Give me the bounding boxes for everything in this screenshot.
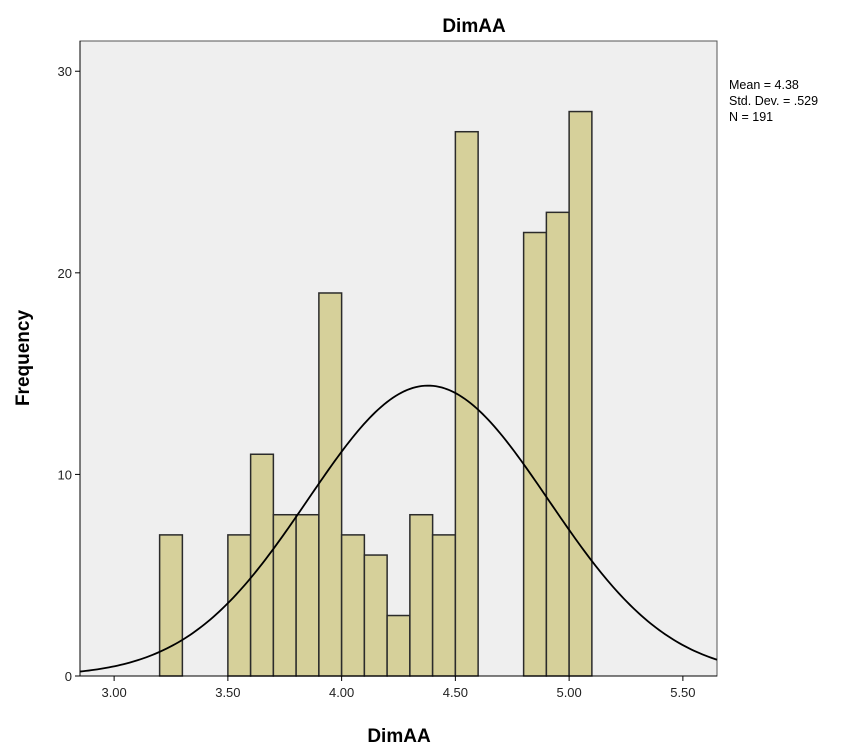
x-tick-label: 5.00 (556, 685, 581, 700)
x-tick-label: 4.00 (329, 685, 354, 700)
x-tick-label: 5.50 (670, 685, 695, 700)
y-tick-label: 30 (58, 64, 72, 79)
histogram-bar (340, 534, 366, 677)
histogram-bar (386, 614, 411, 677)
x-tick-label: 3.00 (101, 685, 126, 700)
histogram-bar (522, 231, 548, 677)
histogram-bar (318, 292, 343, 677)
chart-title: DimAA (442, 16, 506, 37)
histogram-bar (409, 513, 434, 677)
histogram-bar (545, 211, 570, 677)
stat-n: N = 191 (729, 110, 773, 124)
histogram-bar (272, 513, 297, 677)
histogram-bar (568, 110, 593, 677)
histogram-bar (158, 534, 184, 677)
y-axis-label: Frequency (13, 310, 34, 407)
histogram-bar (454, 130, 479, 677)
y-tick-label: 10 (58, 467, 72, 482)
x-axis-label: DimAA (367, 726, 431, 747)
y-tick-label: 20 (58, 266, 72, 281)
histogram-bar (295, 513, 320, 677)
stat-mean: Mean = 4.38 (729, 78, 799, 92)
axes: 3.00 3.50 4.00 4.50 5.00 5.50 0 10 20 30 (58, 41, 717, 700)
normal-curve (79, 384, 718, 673)
plot-background (79, 40, 718, 677)
histogram-bars (158, 110, 593, 677)
x-tick-label: 4.50 (443, 685, 468, 700)
y-tick-label: 0 (65, 669, 72, 684)
stat-std-dev: Std. Dev. = .529 (729, 94, 818, 108)
histogram-bar (363, 554, 388, 677)
histogram-bar (431, 534, 457, 677)
histogram-bar (227, 534, 252, 677)
x-tick-label: 3.50 (215, 685, 240, 700)
